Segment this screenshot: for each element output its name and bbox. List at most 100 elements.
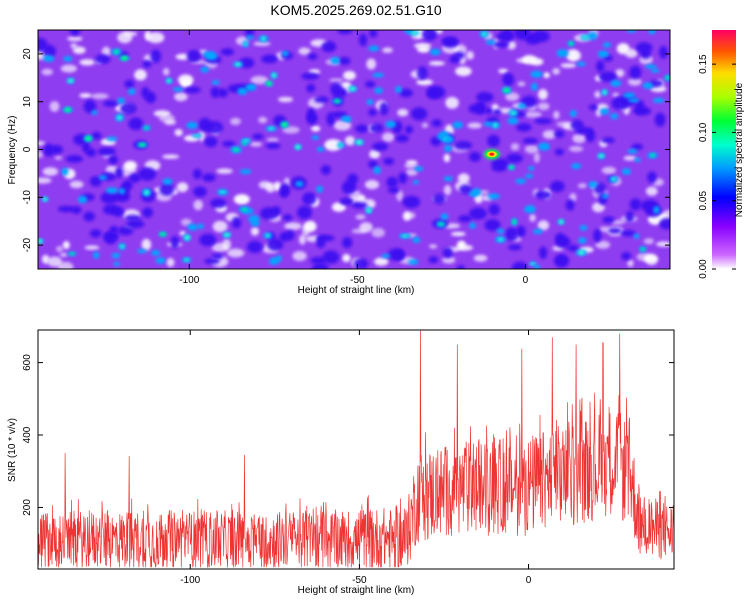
heatmap-mid-patch [625,210,634,223]
heatmap-mid-patch [296,205,313,220]
heatmap-low-patch [498,68,508,74]
heatmap-green-patch [184,235,191,241]
heatmap-low-patch [611,220,625,225]
heatmap-low-patch [636,252,652,262]
heatmap-mid-patch [430,136,442,147]
heatmap-blue-patch [576,61,586,67]
heatmap-mid-patch [210,86,220,99]
heatmap-x-tick-label: -50 [350,275,365,286]
heatmap-green-patch [295,144,301,150]
heatmap-green-patch [43,197,48,202]
heatmap-low-patch [529,213,536,222]
heatmap-blue-patch [43,55,55,62]
heatmap-low-patch [57,261,74,269]
heatmap-low-patch [72,46,86,54]
heatmap-low-patch [273,181,282,191]
heatmap-blue-patch [626,30,637,33]
heatmap-mid-patch [91,131,102,140]
heatmap-blue-patch [316,185,323,193]
heatmap-mid-patch [539,246,548,259]
heatmap-low-patch [374,257,389,266]
heatmap-low-patch [164,119,177,125]
heatmap-blue-patch [245,84,257,90]
heatmap-low-patch [180,218,192,226]
heatmap-blue-patch [113,261,121,267]
heatmap-green-patch [510,111,517,115]
heatmap-low-patch [615,69,625,78]
heatmap-blue-patch [187,223,198,231]
heatmap-green-patch [84,136,92,141]
heatmap-low-patch [141,238,152,251]
heatmap-low-patch [355,214,366,220]
heatmap-low-patch [552,68,560,75]
heatmap-mid-patch [124,79,135,89]
heatmap-low-patch [174,92,188,102]
heatmap-mid-patch [395,249,404,261]
heatmap-green-patch [67,79,74,83]
heatmap-low-patch [250,142,262,147]
heatmap-low-patch [364,179,380,190]
heatmap-mid-patch [306,107,316,121]
snr-x-axis: -100 -50 0 [180,330,532,586]
heatmap-blue-patch [468,191,477,197]
heatmap-mid-patch [458,215,472,223]
heatmap-mid-patch [120,102,137,115]
snr-y-axis: 200 400 600 [22,354,674,516]
heatmap-low-patch [656,241,670,247]
heatmap-mid-patch [222,140,236,147]
heatmap-low-patch [366,58,377,70]
heatmap-low-patch [516,58,531,63]
heatmap-mid-patch [428,85,446,99]
heatmap-mid-patch [199,233,217,247]
heatmap-mid-patch [442,38,459,48]
heatmap-mid-patch [647,171,657,184]
heatmap-y-tick-label: 20 [22,48,33,60]
heatmap-low-patch [311,125,321,132]
heatmap-mid-patch [307,53,318,60]
heatmap-mid-patch [69,30,81,36]
heatmap-mid-patch [442,247,453,259]
heatmap-mid-patch [100,191,119,204]
heatmap-blue-patch [240,169,252,175]
heatmap-x-tick-label: 0 [523,275,529,286]
heatmap-low-patch [79,59,95,66]
heatmap-low-patch [524,144,539,154]
heatmap-mid-patch [496,33,508,40]
heatmap-y-tick-label: 0 [22,146,33,152]
heatmap-low-patch [331,202,346,212]
heatmap-mid-patch [231,216,242,229]
heatmap-mid-patch [198,117,212,132]
heatmap-blue-patch [330,56,340,65]
colorbar-axis: 0.00 0.05 0.10 0.15 [698,54,736,279]
heatmap-green-patch [512,219,517,225]
heatmap-blue-patch [610,113,619,120]
heatmap-mid-patch [404,125,414,134]
heatmap-low-patch [538,89,548,100]
heatmap-mid-patch [138,167,157,181]
heatmap-low-patch [628,78,642,86]
heatmap-low-patch [70,43,78,49]
heatmap-low-patch [298,47,311,55]
heatmap-mid-patch [411,107,428,121]
heatmap-mid-patch [65,155,84,163]
heatmap-low-patch [79,93,92,98]
heatmap-mid-patch [204,258,220,265]
heatmap-blue-patch [408,259,419,265]
heatmap-mid-patch [150,49,162,64]
heatmap-blue-patch [571,163,582,170]
heatmap-mid-patch [326,112,336,126]
heatmap-low-patch [250,75,269,85]
heatmap-blue-patch [200,66,209,73]
heatmap-peak [489,152,495,156]
heatmap-mid-patch [95,54,111,64]
heatmap-low-patch [405,169,418,176]
colorbar: 0.00 0.05 0.10 0.15 Normalized spectral amp… [698,30,745,279]
heatmap-green-patch [184,258,189,262]
heatmap-mid-patch [454,141,472,150]
heatmap-green-patch [559,219,564,225]
heatmap-mid-patch [321,41,337,53]
heatmap-low-patch [162,154,180,159]
heatmap-low-patch [371,227,385,238]
heatmap-low-patch [467,122,482,129]
heatmap-green-patch [597,154,605,158]
